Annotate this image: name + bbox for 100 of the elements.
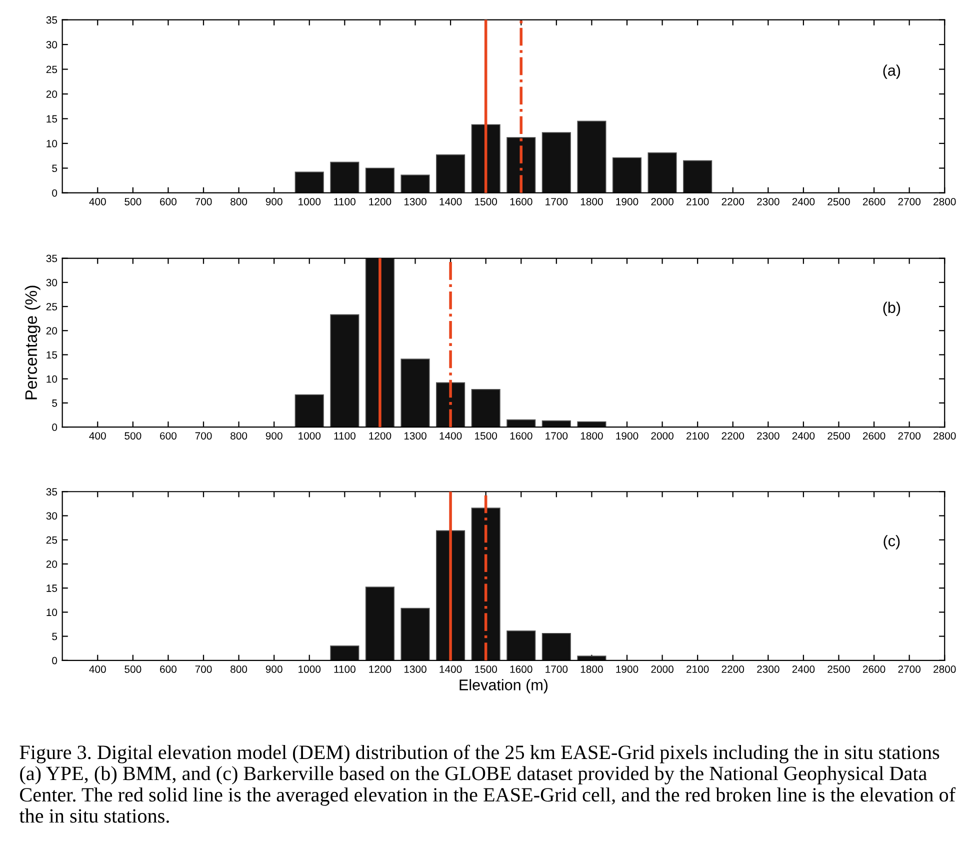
x-axis-title: Elevation (m) xyxy=(460,679,548,694)
y-tick-label: 30 xyxy=(46,512,58,520)
bar xyxy=(436,530,466,660)
bar xyxy=(648,152,677,193)
x-tick-label: 1200 xyxy=(369,198,392,206)
x-tick-label: 1200 xyxy=(369,666,392,673)
y-tick-label: 5 xyxy=(52,632,58,640)
x-tick-label: 1900 xyxy=(616,666,638,673)
bar xyxy=(330,314,360,428)
x-tick-label: 2200 xyxy=(722,198,744,206)
y-tick-label: 20 xyxy=(46,90,58,98)
x-tick-label: 2600 xyxy=(862,432,886,440)
x-tick-label: 600 xyxy=(160,198,176,206)
y-tick-label: 0 xyxy=(52,656,58,664)
x-tick-label: 600 xyxy=(160,432,176,440)
annotation: (a) xyxy=(883,64,900,79)
x-tick-label: 1600 xyxy=(510,432,532,440)
y-tick-label: 30 xyxy=(46,41,58,48)
x-tick-label: 2700 xyxy=(898,198,921,206)
x-tick-label: 1500 xyxy=(475,198,498,206)
annotation: (b) xyxy=(883,302,900,316)
x-tick-label: 1800 xyxy=(580,198,603,206)
bar xyxy=(400,608,430,660)
bar xyxy=(471,508,500,660)
bar xyxy=(542,420,571,428)
x-tick-label: 800 xyxy=(230,432,248,440)
x-tick-label: 1300 xyxy=(404,666,426,673)
x-tick-label: 2400 xyxy=(792,198,815,206)
x-tick-label: 1100 xyxy=(334,198,356,206)
x-tick-label: 1600 xyxy=(510,666,532,673)
x-tick-label: 500 xyxy=(124,198,142,206)
x-tick-label: 2800 xyxy=(934,432,956,440)
x-tick-label: 900 xyxy=(266,432,282,440)
bar xyxy=(294,394,324,428)
x-tick-label: 700 xyxy=(195,432,212,440)
y-tick-label: 25 xyxy=(46,66,58,74)
x-tick-label: 2100 xyxy=(686,666,709,673)
y-tick-label: 30 xyxy=(46,278,58,286)
x-tick-label: 1000 xyxy=(298,666,321,673)
x-tick-label: 1800 xyxy=(580,432,603,440)
y-tick-label: 15 xyxy=(46,351,58,359)
y-tick-label: 0 xyxy=(52,189,58,197)
bar xyxy=(365,258,394,428)
x-tick-label: 2800 xyxy=(934,198,956,206)
x-tick-label: 1300 xyxy=(404,432,426,440)
x-tick-label: 900 xyxy=(266,198,282,206)
x-tick-label: 2000 xyxy=(651,432,674,440)
x-tick-label: 2700 xyxy=(898,666,921,673)
x-tick-label: 1100 xyxy=(334,432,356,440)
x-tick-label: 800 xyxy=(230,666,248,673)
x-tick-label: 900 xyxy=(266,666,282,673)
x-tick-label: 400 xyxy=(89,198,106,206)
x-tick-label: 2500 xyxy=(828,198,850,206)
x-tick-label: 500 xyxy=(124,666,142,673)
y-tick-label: 10 xyxy=(46,140,58,148)
bar xyxy=(506,419,536,428)
x-tick-label: 1600 xyxy=(510,198,532,206)
x-tick-label: 700 xyxy=(195,666,212,673)
x-tick-label: 2100 xyxy=(686,198,709,206)
x-tick-label: 1000 xyxy=(298,432,321,440)
x-tick-label: 500 xyxy=(124,432,142,440)
y-tick-label: 35 xyxy=(46,254,58,262)
y-tick-label: 35 xyxy=(46,488,58,496)
x-tick-label: 1900 xyxy=(616,432,638,440)
x-tick-label: 600 xyxy=(160,666,176,673)
y-tick-label: 25 xyxy=(46,536,58,544)
y-tick-label: 5 xyxy=(52,400,58,407)
x-tick-label: 1300 xyxy=(404,198,426,206)
x-tick-label: 800 xyxy=(230,198,248,206)
y-tick-label: 10 xyxy=(46,375,58,383)
bar xyxy=(330,646,360,660)
x-tick-label: 2000 xyxy=(651,198,674,206)
y-tick-label: 0 xyxy=(52,424,58,431)
bar xyxy=(330,162,360,193)
bar xyxy=(542,632,571,660)
bar xyxy=(577,120,606,193)
x-tick-label: 2100 xyxy=(686,432,709,440)
bar xyxy=(542,132,571,193)
bar xyxy=(577,656,606,660)
y-tick-label: 35 xyxy=(46,16,58,24)
x-tick-label: 1700 xyxy=(546,432,568,440)
x-tick-label: 2300 xyxy=(757,666,780,673)
caption: Figure 3. Digital elevation model (DEM) distribution of the 25 km EASE-Grid pixels including the in situ stations (a) YPE, (b) BMM, and (c) Barkerville based on the GLOBE dataset provided by the National Geophysical Data Center. The red solid line is the averaged elevation in the EASE-Grid cell, and the red broken line is the elevation of the in situ stations. xyxy=(19,744,956,823)
bar xyxy=(365,168,394,193)
x-tick-label: 2700 xyxy=(898,432,921,440)
x-tick-label: 1700 xyxy=(546,198,568,206)
x-tick-label: 1100 xyxy=(334,666,356,673)
bar xyxy=(506,630,536,660)
x-tick-label: 2400 xyxy=(792,432,815,440)
bar xyxy=(365,586,394,660)
x-tick-label: 400 xyxy=(89,432,106,440)
bar xyxy=(577,421,606,428)
x-tick-label: 400 xyxy=(89,666,106,673)
bar xyxy=(436,154,466,193)
x-tick-label: 1200 xyxy=(369,432,392,440)
y-tick-label: 5 xyxy=(52,164,58,172)
y-tick-label: 15 xyxy=(46,115,58,123)
bar xyxy=(683,160,712,193)
x-tick-label: 1400 xyxy=(440,432,462,440)
x-tick-label: 1500 xyxy=(475,666,498,673)
